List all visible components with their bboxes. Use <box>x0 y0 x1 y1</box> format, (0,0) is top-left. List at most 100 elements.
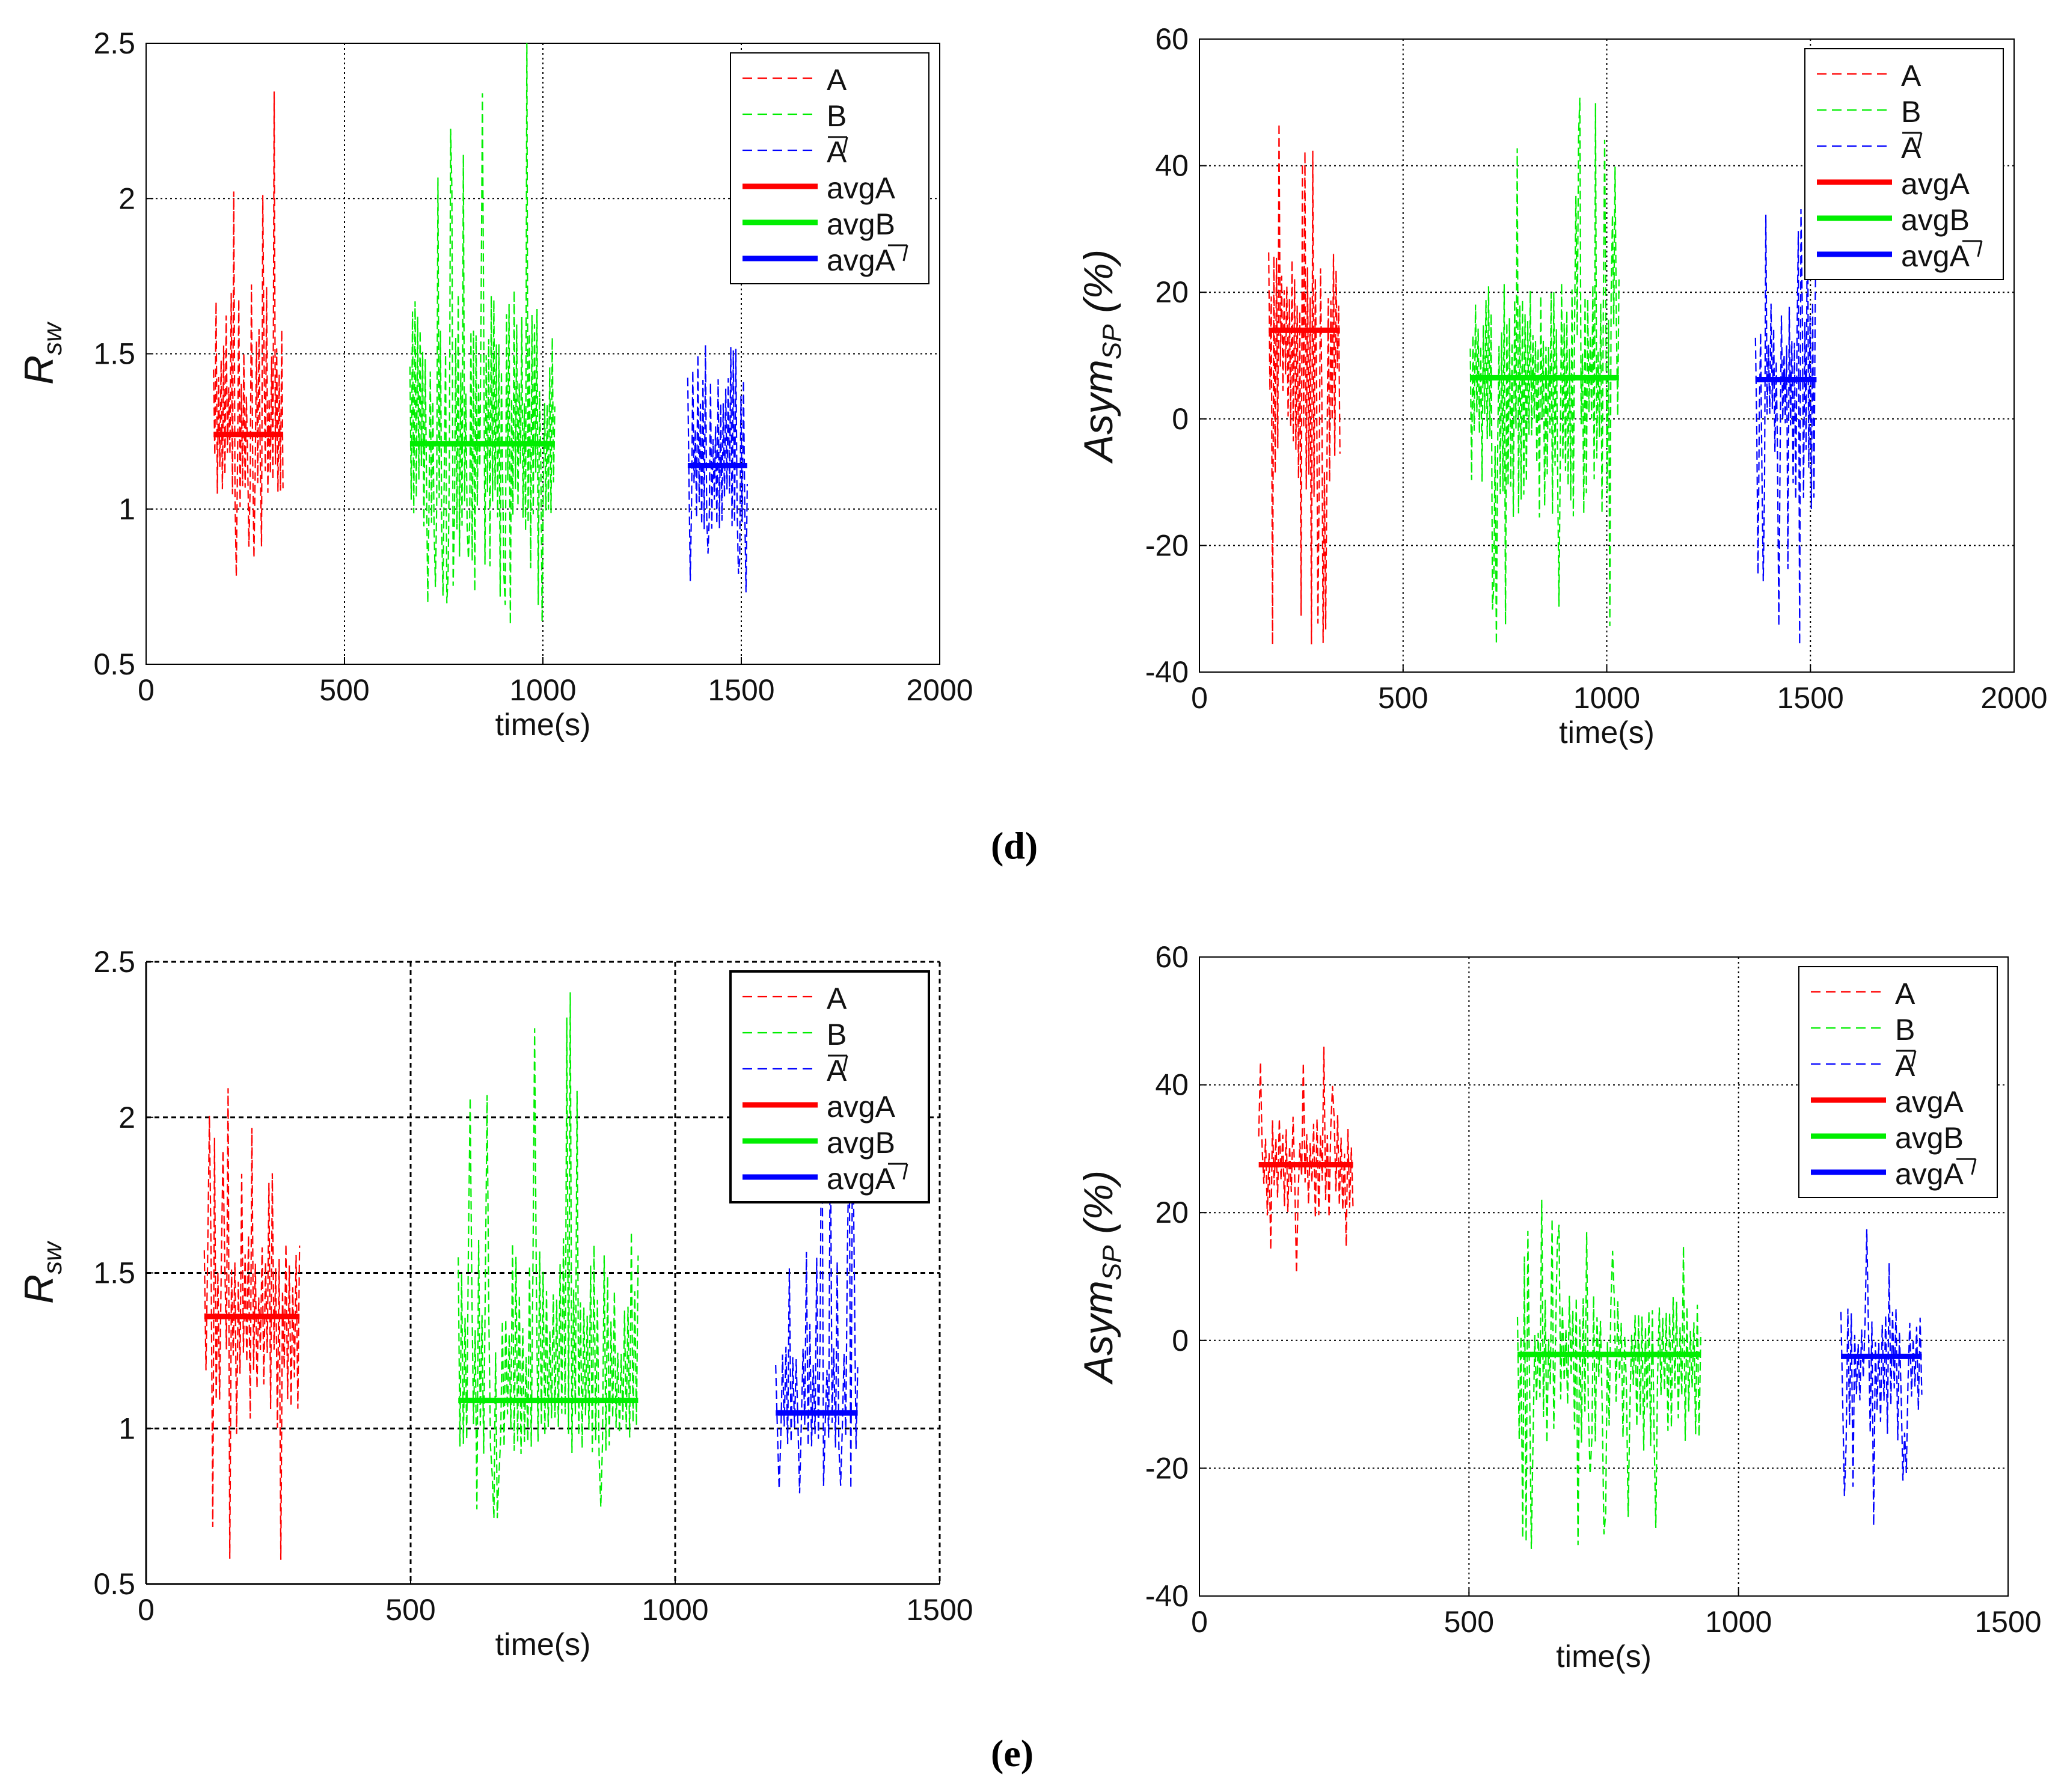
y-tick-label: 2 <box>118 182 135 215</box>
y-tick-label: 40 <box>1155 149 1189 183</box>
y-tick-label: 20 <box>1155 1196 1189 1229</box>
x-axis-label: time(s) <box>495 1627 591 1662</box>
y-tick-label: 60 <box>1155 22 1189 56</box>
x-tick-label: 500 <box>1378 681 1428 715</box>
legend-label: avgB <box>1901 203 1970 237</box>
x-tick-label: 1500 <box>1974 1605 2041 1639</box>
series-B-line <box>1516 1199 1701 1549</box>
legend-label: A <box>1901 59 1921 93</box>
y-tick-label: -40 <box>1145 1579 1189 1613</box>
y-tick-label: 0 <box>1172 1324 1189 1357</box>
series-B-line <box>1469 97 1620 644</box>
x-axis-label: time(s) <box>495 708 591 742</box>
legend-label: avgA <box>827 243 896 277</box>
x-tick-label: 1500 <box>708 673 774 707</box>
x-tick-label: 0 <box>1191 681 1208 715</box>
legend-label: avgA <box>827 1162 896 1196</box>
series-A-line <box>213 91 284 576</box>
legend-label: A <box>1895 977 1915 1011</box>
legend-label: avgA <box>1895 1085 1964 1119</box>
legend-label: B <box>1895 1013 1915 1047</box>
x-tick-label: 1000 <box>1705 1605 1772 1639</box>
x-tick-label: 1500 <box>906 1593 973 1627</box>
y-tick-label: 60 <box>1155 940 1189 974</box>
y-tick-label: 0.5 <box>93 1567 135 1601</box>
x-tick-label: 0 <box>1191 1605 1208 1639</box>
y-tick-label: -20 <box>1145 528 1189 562</box>
panel-label-d: (d) <box>991 824 1038 867</box>
y-axis-label: AsymSP (%) <box>1076 1170 1127 1385</box>
y-tick-label: 2.5 <box>93 26 135 60</box>
y-tick-label: 1.5 <box>93 1256 135 1290</box>
panel-label-e: (e) <box>991 1732 1034 1775</box>
chart-d-right: 0 500 1000 1500 2000 -40 -20 0 20 40 60 time(s) Asym… <box>1076 22 2048 750</box>
data-group <box>1268 97 1817 645</box>
series-A-line <box>1268 123 1341 645</box>
y-tick-label: 40 <box>1155 1068 1189 1102</box>
data-group <box>203 992 859 1560</box>
x-axis-label: time(s) <box>1556 1639 1652 1674</box>
legend-overbar-tail <box>1977 240 1983 257</box>
y-tick-label: 2.5 <box>93 945 135 979</box>
x-tick-label: 500 <box>1444 1605 1494 1639</box>
y-tick-label: -20 <box>1145 1451 1189 1485</box>
legend-label: B <box>827 1018 847 1051</box>
legend-label: avgA <box>827 171 896 205</box>
data-group <box>1258 1047 1923 1549</box>
series-Abar-line <box>1840 1229 1923 1526</box>
legend-label: avgB <box>827 207 895 241</box>
legend-label: avgA <box>1895 1157 1964 1191</box>
legend-overbar-tail <box>842 1055 848 1072</box>
y-tick-label: 1 <box>118 492 135 526</box>
x-tick-label: 1500 <box>1777 681 1844 715</box>
y-tick-label: 1.5 <box>93 337 135 371</box>
x-tick-label: 0 <box>138 1593 155 1627</box>
legend-overbar-tail <box>902 245 908 261</box>
chart-d-left: 0 500 1000 1500 2000 0.5 1 1.5 2 2.5 time(s) Rsw ABA… <box>16 26 973 742</box>
legend-label: A <box>827 982 847 1015</box>
legend-overbar-tail <box>902 1163 908 1180</box>
legend-label: B <box>1901 95 1921 129</box>
chart-e-left: 0 500 1000 1500 0.5 1 1.5 2 2.5 time(s) Rsw ABAavgA… <box>16 945 973 1662</box>
series-B-line <box>458 992 639 1518</box>
plot-area <box>1199 956 2009 1597</box>
x-tick-label: 0 <box>138 673 155 707</box>
y-axis-label: Rsw <box>16 321 67 385</box>
y-tick-label: 1 <box>118 1411 135 1445</box>
x-tick-label: 500 <box>319 673 369 707</box>
legend-box <box>730 52 929 284</box>
legend-label: B <box>827 99 847 133</box>
legend-label: avgA <box>827 1090 896 1124</box>
x-tick-label: 1000 <box>509 673 576 707</box>
y-tick-label: 2 <box>118 1101 135 1134</box>
x-tick-label: 1000 <box>1573 681 1640 715</box>
legend-label: avgB <box>1895 1121 1964 1155</box>
legend-label: avgB <box>827 1126 895 1160</box>
legend-label: A <box>827 63 847 97</box>
legend-overbar-tail <box>1971 1158 1977 1175</box>
y-tick-label: 0 <box>1172 402 1189 436</box>
y-tick-label: -40 <box>1145 655 1189 689</box>
series-A-line <box>203 1088 301 1560</box>
series-Abar-line <box>1754 169 1817 645</box>
x-tick-label: 2000 <box>906 673 973 707</box>
legend-overbar-tail <box>1917 132 1923 149</box>
legend-label: avgA <box>1901 239 1970 273</box>
series-B-line <box>409 43 556 625</box>
legend-label: avgA <box>1901 167 1970 201</box>
legend-overbar-tail <box>842 136 848 153</box>
chart-e-right: 0 500 1000 1500 -40 -20 0 20 40 60 time(s) AsymSP (… <box>1076 940 2042 1674</box>
legend-overbar-tail <box>1911 1050 1917 1067</box>
data-group <box>213 43 748 625</box>
y-tick-label: 0.5 <box>93 647 135 681</box>
x-axis-label: time(s) <box>1559 715 1655 750</box>
x-tick-label: 1000 <box>642 1593 708 1627</box>
series-Abar-line <box>775 1041 859 1494</box>
y-axis-label: AsymSP (%) <box>1076 249 1127 464</box>
series-A-line <box>1258 1047 1354 1274</box>
